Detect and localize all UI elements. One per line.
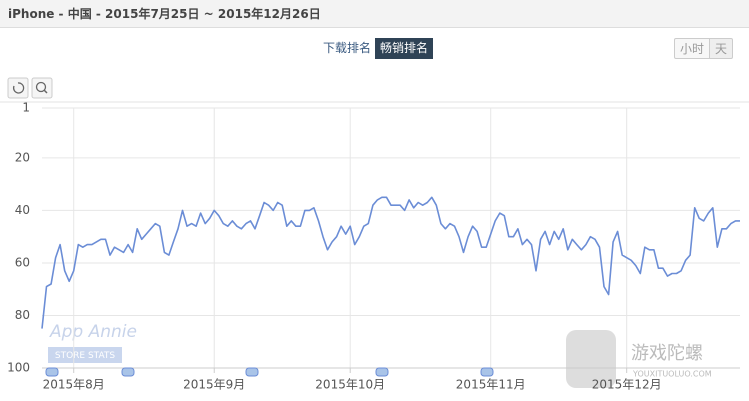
annotation-flag (245, 367, 259, 377)
watermark-logo (566, 330, 616, 388)
y-tick-label: 1 (22, 101, 30, 115)
y-tick-label: 80 (15, 308, 30, 322)
header-title: iPhone - 中国 - 2015年7月25日 ~ 2015年12月26日 (0, 0, 749, 28)
x-tick-label: 2015年10月 (315, 378, 385, 392)
data-line (41, 196, 740, 329)
x-tick-label: 2015年11月 (456, 378, 526, 392)
x-tick-label: 2015年12月 (592, 378, 662, 392)
watermark: STORE STATS (55, 351, 116, 361)
x-tick-label: 2015年8月 (43, 378, 105, 392)
zoom-button[interactable] (31, 77, 53, 99)
metric-tab-active[interactable]: 畅销排名 (375, 38, 434, 59)
metric-tab[interactable]: 下载排名 (323, 41, 372, 55)
watermark-box (48, 347, 122, 363)
zoom-icon (43, 89, 48, 94)
annotation-flag (45, 367, 59, 377)
reset-icon (12, 82, 25, 94)
watermark: App Annie (49, 322, 137, 342)
reset-button[interactable] (7, 77, 29, 99)
y-tick-label: 60 (15, 255, 30, 269)
watermark: YOUXITUOLUO.COM (632, 370, 712, 379)
y-tick-label: 20 (15, 150, 30, 164)
zoom-icon (35, 81, 47, 93)
annotation-flag (480, 367, 494, 377)
interval-tab[interactable]: 小时 (674, 38, 711, 59)
watermark: 游戏陀螺 (631, 343, 703, 364)
annotation-flag (121, 367, 135, 377)
interval-tab[interactable]: 天 (709, 38, 734, 59)
x-tick-label: 2015年9月 (183, 378, 245, 392)
y-tick-label: 100 (7, 361, 30, 375)
annotation-flag (375, 367, 389, 377)
y-tick-label: 40 (15, 203, 30, 217)
